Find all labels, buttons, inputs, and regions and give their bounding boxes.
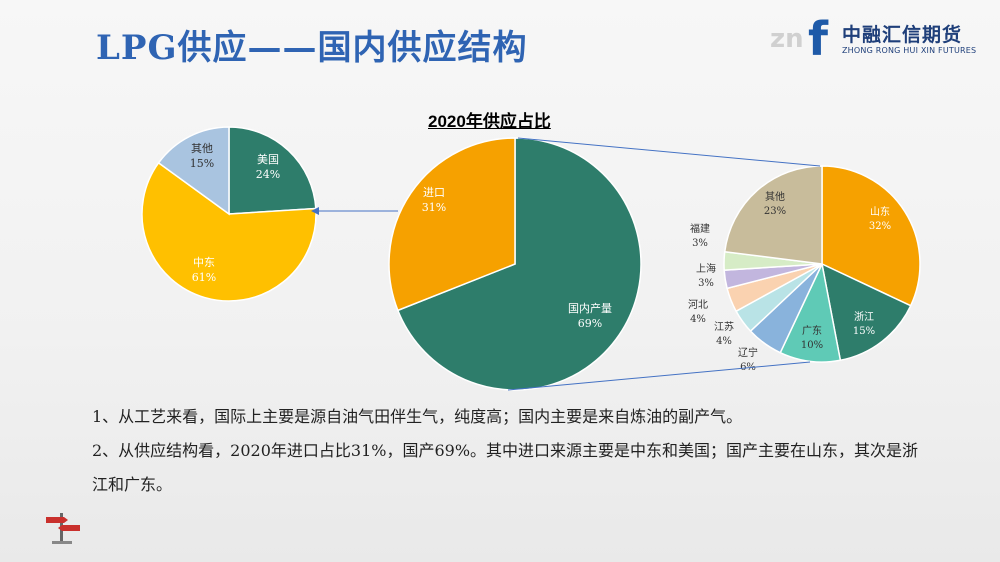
pie-slice-1: [388, 137, 516, 312]
slide-header: LPG供应——国内供应结构 zn f 中融汇信期货 ZHONG RONG HUI…: [0, 0, 1000, 88]
slice-category-label-7: 福建: [690, 222, 710, 235]
company-logo: zn f 中融汇信期货 ZHONG RONG HUI XIN FUTURES: [770, 12, 990, 66]
slice-category-label-0: 美国: [257, 153, 279, 166]
paragraph-structure: 2、从供应结构看，2020年进口占比31%，国产69%。其中进口来源主要是中东和…: [92, 441, 919, 494]
slice-value-label-4: 4%: [716, 336, 732, 347]
paragraph-process: 1、从工艺来看，国际上主要是源自油气田伴生气，纯度高；国内主要是来自炼油的副产气…: [92, 407, 743, 426]
slice-category-label-0: 山东: [870, 205, 890, 218]
pie-slice-8: [723, 165, 823, 265]
slice-category-label-0: 国内产量: [568, 301, 612, 315]
slice-category-label-5: 河北: [688, 299, 708, 311]
slice-value-label-0: 24%: [256, 168, 280, 181]
slice-value-label-1: 15%: [853, 326, 875, 337]
main-supply-pie: 国内产量 69% 进口 31%: [388, 137, 642, 391]
pie-slice-0: [821, 165, 921, 307]
pie-slice-2: [157, 126, 230, 216]
slice-category-label-6: 上海: [696, 262, 716, 275]
slice-value-label-7: 3%: [692, 238, 708, 249]
slice-category-label-2: 其他: [191, 142, 213, 155]
slice-category-label-1: 进口: [423, 186, 445, 199]
slice-category-label-8: 其他: [765, 190, 785, 203]
chart-heading: 2020年供应占比: [428, 112, 551, 131]
slice-value-label-0: 32%: [869, 221, 891, 232]
slice-category-label-3: 辽宁: [738, 346, 758, 359]
pie-slice-0: [228, 126, 317, 215]
slice-value-label-1: 31%: [422, 201, 446, 214]
connector-line-bottom: [507, 361, 811, 391]
pie-connectors: [311, 137, 821, 391]
slice-category-label-1: 浙江: [854, 311, 874, 323]
logo-brand-en: ZHONG RONG HUI XIN FUTURES: [842, 46, 977, 55]
slice-category-label-4: 江苏: [714, 320, 734, 333]
import-source-pie: 美国 24% 中东 61% 其他 15%: [141, 126, 317, 302]
connector-line-top: [517, 137, 821, 167]
slice-value-label-2: 15%: [190, 157, 214, 170]
pie-slice-1: [820, 262, 912, 362]
slice-value-label-1: 61%: [192, 271, 216, 284]
logo-mark: zn: [770, 24, 804, 54]
logo-f-icon: f: [808, 12, 829, 66]
slice-value-label-5: 4%: [690, 314, 706, 325]
logo-brand-cn: 中融汇信期货: [842, 24, 963, 46]
slice-value-label-6: 3%: [698, 278, 714, 289]
slice-value-label-0: 69%: [578, 317, 602, 330]
page-title: LPG供应——国内供应结构: [96, 28, 528, 68]
signpost-icon: [46, 513, 80, 544]
slice-value-label-2: 10%: [801, 340, 823, 351]
pie-slice-0: [396, 137, 642, 391]
slice-category-label-1: 中东: [193, 256, 215, 269]
slice-value-label-8: 23%: [764, 206, 786, 217]
slice-category-label-2: 广东: [802, 324, 822, 337]
pie-slice-1: [141, 161, 317, 302]
